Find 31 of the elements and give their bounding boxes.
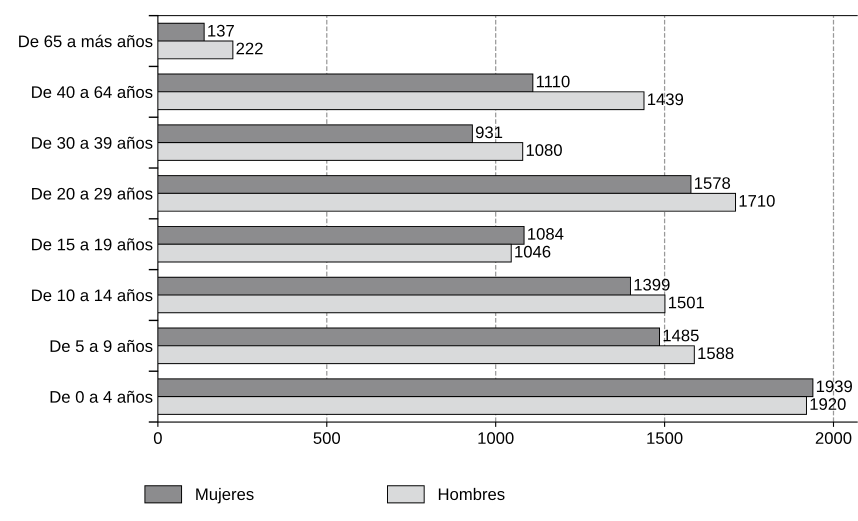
y-tick-label: De 10 a 14 años	[32, 289, 152, 302]
legend-label: Hombres	[438, 488, 505, 500]
legend-label: Mujeres	[196, 488, 254, 504]
y-tick-label: De 65 a más años	[19, 34, 152, 48]
y-tick-label: De 30 a 39 años	[32, 136, 152, 149]
x-tick-label: 1500	[647, 432, 682, 444]
data-label: 1710	[740, 194, 775, 207]
x-tick-label: 500	[314, 432, 340, 444]
data-label: 1080	[526, 144, 562, 156]
y-tick-label: De 20 a 29 años	[32, 188, 152, 200]
data-label: 1578	[694, 177, 730, 190]
data-label: 1439	[648, 93, 684, 106]
data-label: 1920	[810, 398, 846, 410]
data-label: 137	[208, 24, 234, 37]
data-label: 1485	[664, 330, 699, 342]
data-label: 1046	[515, 246, 550, 258]
y-tick-label: De 0 a 4 años	[50, 390, 152, 403]
data-label: 1110	[536, 76, 570, 88]
data-label: 222	[236, 42, 263, 54]
x-tick-label: 1000	[478, 432, 514, 444]
data-label: 931	[476, 126, 502, 138]
data-label: 1588	[698, 347, 734, 360]
y-tick-label: De 40 a 64 años	[32, 86, 152, 98]
x-tick-label: 0	[154, 432, 162, 444]
y-tick-label: De 15 a 19 años	[32, 238, 152, 250]
data-label: 1501	[668, 296, 704, 308]
data-label: 1399	[634, 278, 670, 291]
data-label: 1084	[528, 228, 564, 240]
data-label: 1939	[816, 380, 852, 392]
y-tick-label: De 5 a 9 años	[50, 340, 152, 352]
x-tick-label: 2000	[816, 432, 852, 444]
